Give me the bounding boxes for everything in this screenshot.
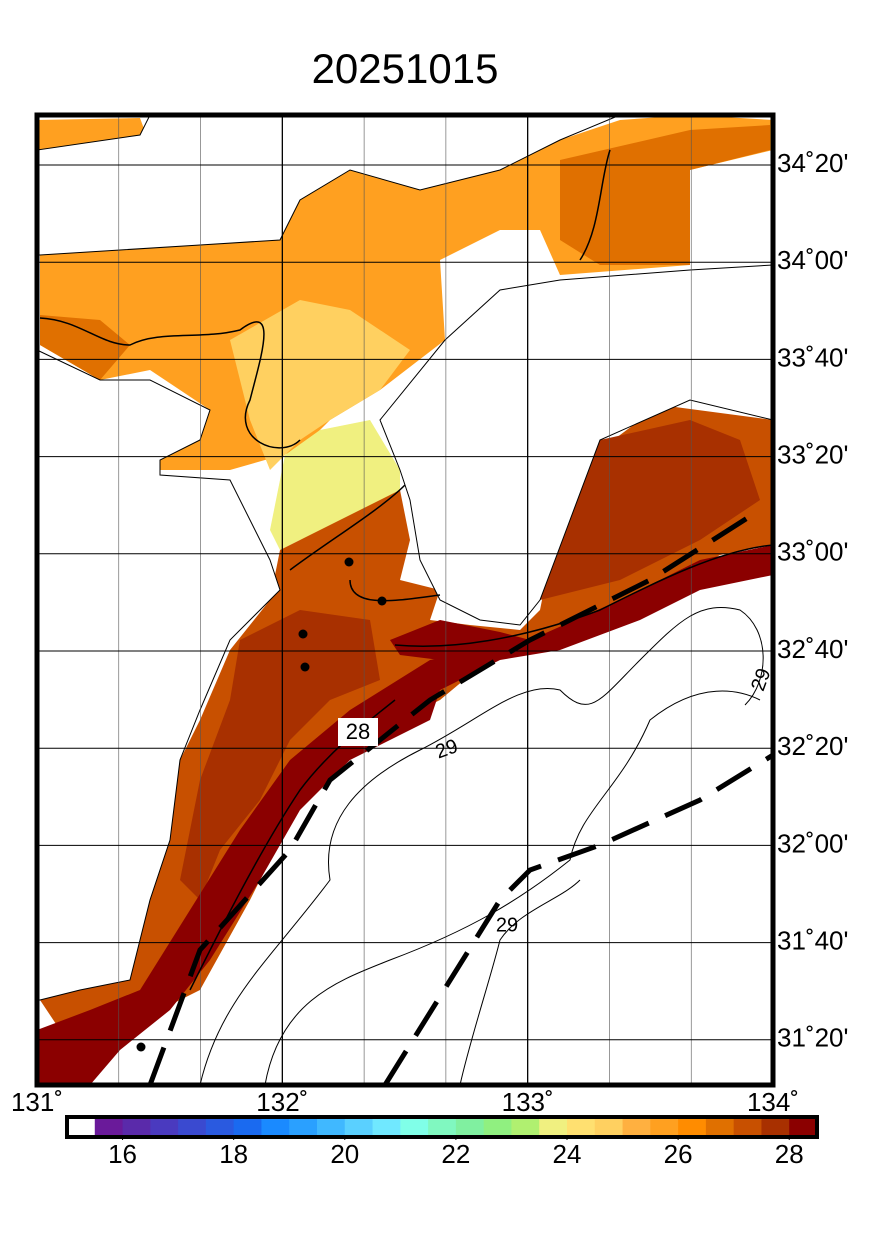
colorbar-cell <box>67 1117 96 1137</box>
lat-label: 34˚00' <box>777 245 848 275</box>
colorbar: 16 18 20 22 24 26 28 <box>65 1115 819 1169</box>
colorbar-cell <box>233 1117 262 1137</box>
contour-line <box>579 149 611 261</box>
sea-region <box>180 610 380 900</box>
colorbar-tick-label: 18 <box>219 1139 248 1169</box>
colorbar-cell <box>289 1117 318 1137</box>
colorbar-cell <box>261 1117 290 1137</box>
colorbar-cell <box>150 1117 179 1137</box>
station <box>300 662 310 672</box>
colorbar-cell <box>733 1117 762 1137</box>
colorbar-cell <box>400 1117 429 1137</box>
land <box>36 349 281 1001</box>
station <box>136 1042 146 1052</box>
sea-region <box>37 545 773 1085</box>
colorbar-cell <box>205 1117 235 1137</box>
contours-29 <box>199 606 764 1086</box>
graticule <box>37 115 773 1085</box>
map-area: 28 29 29 29 <box>34 112 776 1088</box>
colorbar-cell <box>178 1117 207 1137</box>
lat-labels: 34˚20' 34˚00' 33˚40' 33˚20' 33˚00' 32˚40' 32˚2… <box>777 148 848 1053</box>
station-points <box>136 557 387 1052</box>
lon-label: 132˚ <box>256 1087 308 1117</box>
lat-label: 31˚20' <box>777 1023 848 1053</box>
colorbar-cell <box>650 1117 679 1137</box>
colorbar-cell <box>594 1117 624 1137</box>
lat-label: 31˚40' <box>777 925 848 955</box>
current-axis <box>147 507 775 1087</box>
colorbar-cell <box>789 1117 818 1137</box>
colorbar-cell <box>372 1117 401 1137</box>
contour-label: 29 <box>496 914 518 936</box>
station <box>298 629 308 639</box>
label-box <box>338 718 378 746</box>
colorbar-cell <box>428 1117 457 1137</box>
station <box>377 596 387 606</box>
lat-label: 33˚40' <box>777 342 848 372</box>
colorbar-cell <box>483 1117 512 1137</box>
lon-label: 131˚ <box>11 1087 63 1117</box>
colorbar-tick-label: 20 <box>330 1139 359 1169</box>
lon-label: 133˚ <box>502 1087 554 1117</box>
lat-label: 32˚40' <box>777 634 848 664</box>
sea-region <box>270 420 400 550</box>
colorbar-cell <box>567 1117 596 1137</box>
contour-line <box>39 317 301 449</box>
lat-label: 32˚00' <box>777 828 848 858</box>
sea-region <box>40 315 130 380</box>
contour-label: 28 <box>346 719 370 744</box>
sea-region <box>530 420 760 600</box>
colorbar-cell <box>761 1117 790 1137</box>
colorbar-tick-label: 28 <box>775 1139 804 1169</box>
colorbar-tick-label: 24 <box>553 1139 582 1169</box>
sea-region <box>230 300 410 470</box>
colorbar-cell <box>622 1117 651 1137</box>
colorbar-cell <box>317 1117 346 1137</box>
lat-label: 34˚20' <box>777 148 848 178</box>
colorbar-cell <box>94 1117 124 1137</box>
map-frame <box>34 112 776 1088</box>
colorbar-tick-label: 26 <box>664 1139 693 1169</box>
colorbar-cell <box>705 1117 735 1137</box>
lat-label: 33˚00' <box>777 537 848 567</box>
sea-region <box>560 125 770 265</box>
colorbar-cell <box>344 1117 374 1137</box>
lat-label: 32˚20' <box>777 731 848 761</box>
colorbar-frame <box>65 1115 819 1139</box>
colorbar-cell <box>539 1117 568 1137</box>
colorbar-cell <box>455 1117 485 1137</box>
station <box>344 557 354 567</box>
sea-region <box>390 620 530 660</box>
map-title: 20251015 <box>312 45 499 92</box>
colorbar-cell <box>122 1117 151 1137</box>
colorbar-cell <box>511 1117 540 1137</box>
land <box>379 264 774 626</box>
lon-label: 134˚ <box>747 1087 799 1117</box>
lat-label: 33˚20' <box>777 439 848 469</box>
lon-labels: 131˚ 132˚ 133˚ 134˚ <box>11 1087 799 1117</box>
colorbar-cell <box>678 1117 707 1137</box>
colorbar-tick-label: 16 <box>108 1139 137 1169</box>
colorbar-tick-label: 22 <box>441 1139 470 1169</box>
